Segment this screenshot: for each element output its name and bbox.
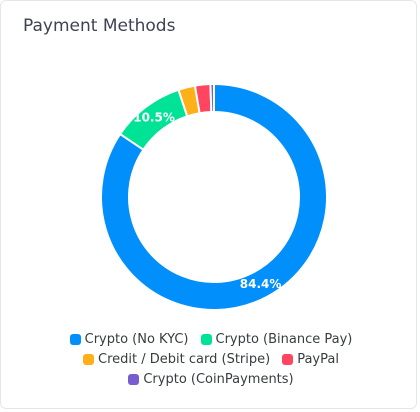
- legend: Crypto (No KYC) Crypto (Binance Pay) Credi…: [41, 331, 381, 387]
- legend-marker: [128, 373, 140, 385]
- legend-label: PayPal: [297, 351, 339, 367]
- legend-label: Crypto (Binance Pay): [215, 331, 353, 347]
- legend-item[interactable]: PayPal: [282, 351, 339, 367]
- legend-label: Crypto (No KYC): [84, 331, 189, 347]
- donut-slice: [100, 82, 328, 311]
- chart: 84.4% 10.5%: [100, 82, 328, 311]
- data-label: 10.5%: [133, 111, 175, 125]
- legend-item[interactable]: Crypto (CoinPayments): [128, 371, 294, 387]
- legend-marker: [83, 353, 95, 365]
- legend-label: Crypto (CoinPayments): [143, 371, 294, 387]
- legend-marker: [69, 333, 81, 345]
- card-title: Payment Methods: [23, 16, 176, 36]
- legend-marker: [200, 333, 212, 345]
- legend-item[interactable]: Credit / Debit card (Stripe): [83, 351, 270, 367]
- data-label: 84.4%: [240, 277, 282, 291]
- legend-item[interactable]: Crypto (Binance Pay): [200, 331, 353, 347]
- legend-label: Credit / Debit card (Stripe): [98, 351, 271, 367]
- donut-slice: [209, 82, 215, 114]
- legend-marker: [282, 353, 294, 365]
- legend-item[interactable]: Crypto (No KYC): [69, 331, 189, 347]
